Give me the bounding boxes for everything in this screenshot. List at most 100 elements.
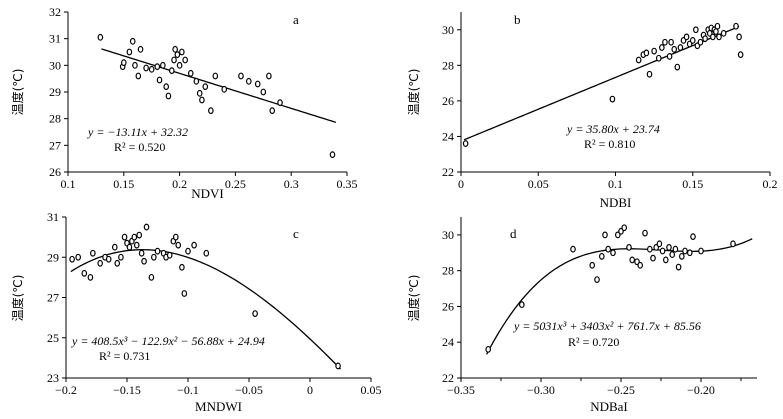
data-point (132, 61, 138, 69)
data-point (193, 77, 200, 85)
panel-a: 0.1 0.15 0.2 0.25 0.3 0.35 26 27 28 29 30 31 32 NDVI 温… (10, 5, 358, 201)
data-point (485, 345, 492, 353)
data-point (148, 273, 155, 281)
data-point (693, 26, 699, 34)
data-point (133, 241, 140, 249)
x-tick-label: −0.35 (447, 383, 475, 397)
data-point (646, 70, 653, 78)
data-point (710, 33, 716, 41)
y-tick-label: 28 (442, 264, 454, 278)
data-point (662, 38, 668, 46)
data-point (160, 61, 166, 69)
x-tick-label: 0 (307, 383, 313, 397)
data-point (714, 22, 721, 30)
data-point (598, 252, 605, 260)
data-point (686, 249, 693, 257)
data-point (143, 64, 149, 72)
data-point (203, 249, 210, 257)
data-point (643, 49, 650, 57)
data-point (182, 56, 188, 64)
data-point (129, 37, 136, 45)
x-tick-label: −0.30 (527, 383, 555, 397)
y-axis-title: 温度(℃) (10, 69, 25, 116)
data-point (252, 310, 258, 318)
data-point (605, 245, 612, 253)
x-tick-label: −0.1 (177, 383, 199, 397)
y-tick-label: 28 (49, 112, 61, 126)
y-tick-label: 25 (47, 331, 59, 345)
data-point (659, 247, 666, 255)
axes-frame (460, 217, 757, 379)
data-point (662, 256, 669, 264)
x-tick-label: 0.05 (361, 383, 382, 397)
data-point (245, 77, 252, 85)
data-point (166, 251, 173, 259)
y-tick-label: 24 (442, 335, 454, 349)
data-point (148, 65, 155, 73)
data-point (682, 247, 688, 255)
data-point (196, 89, 203, 97)
data-point (659, 44, 665, 51)
data-point (154, 63, 161, 71)
x-axis-title: NDVI (191, 186, 224, 201)
data-point (733, 22, 739, 30)
data-point (666, 244, 672, 251)
data-point (135, 72, 142, 80)
data-point (175, 241, 182, 249)
y-tick-label: 32 (49, 5, 61, 19)
data-point (671, 45, 678, 53)
data-point (126, 48, 133, 56)
data-point (277, 99, 283, 107)
x-tick-label: 0.25 (225, 177, 246, 191)
regression-equation: y = 408.5x³ − 122.9x² − 56.88x + 24.94 (71, 334, 265, 348)
y-tick-label: 30 (442, 23, 454, 37)
x-axis-title: NDBaI (590, 399, 628, 414)
fit-curve (486, 238, 753, 355)
y-tick-label: 28 (442, 58, 454, 72)
x-tick-label: 0.35 (337, 177, 358, 191)
data-point (698, 247, 704, 255)
data-point (730, 240, 736, 248)
data-point (97, 33, 104, 41)
data-point (165, 92, 172, 100)
data-point (212, 72, 219, 80)
data-point (121, 233, 128, 241)
data-point (635, 56, 642, 64)
data-point (75, 253, 82, 261)
y-tick-label: 22 (442, 371, 454, 385)
x-tick-label: 0.15 (113, 177, 134, 191)
x-tick-label: 0.2 (763, 177, 778, 191)
data-point (179, 263, 185, 271)
data-point (650, 254, 656, 262)
data-point (655, 54, 662, 62)
data-point (168, 67, 175, 75)
panel-letter: d (510, 226, 517, 241)
data-point (702, 35, 708, 43)
regression-equation: y = −13.11x + 32.32 (87, 125, 188, 139)
data-point (114, 259, 121, 267)
data-point (594, 276, 600, 284)
data-point (121, 59, 127, 67)
data-point (141, 257, 147, 265)
r-squared-label: R² = 0.731 (99, 349, 150, 363)
data-point (154, 247, 161, 255)
data-point (637, 261, 644, 269)
x-tick-label: 0.2 (172, 177, 187, 191)
y-tick-label: 27 (49, 138, 61, 152)
data-point (105, 255, 112, 263)
data-point (171, 56, 177, 64)
data-point (137, 45, 144, 53)
data-point (689, 37, 696, 44)
data-point (674, 63, 681, 71)
y-tick-label: 27 (47, 291, 59, 305)
data-point (143, 223, 150, 231)
data-point (626, 244, 632, 251)
y-tick-label: 31 (49, 32, 61, 46)
data-point (269, 107, 276, 115)
data-point (199, 96, 205, 104)
data-point (97, 259, 103, 267)
y-tick-label: 23 (47, 371, 59, 385)
data-point (720, 29, 727, 37)
y-tick-label: 29 (47, 250, 59, 264)
x-tick-label: −0.15 (113, 383, 141, 397)
